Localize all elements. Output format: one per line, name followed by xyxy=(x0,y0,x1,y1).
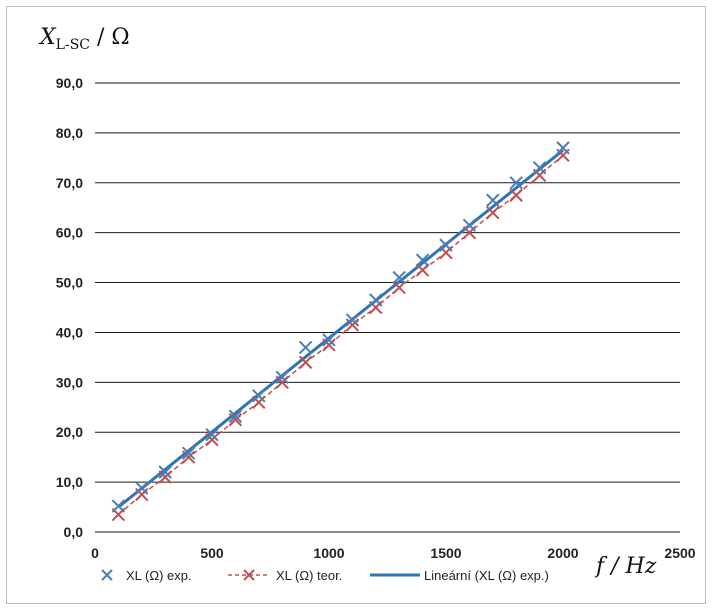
y-tick-label: 0,0 xyxy=(64,524,84,540)
teor-point xyxy=(486,206,500,220)
x-tick-label: 1000 xyxy=(313,545,344,561)
exp-point xyxy=(275,370,289,385)
legend-item-trend: Lineární (XL (Ω) exp.) xyxy=(370,568,549,583)
y-tick-label: 10,0 xyxy=(56,474,83,490)
exp-point xyxy=(298,340,313,355)
exp-point xyxy=(322,333,336,347)
legend-marker-teor xyxy=(243,569,255,581)
exp-point xyxy=(181,446,196,460)
x-axis-ticks: 0 500 1000 1500 2000 2500 xyxy=(91,545,696,561)
exp-point xyxy=(556,141,570,155)
legend-label-teor: XL (Ω) teor. xyxy=(276,568,342,583)
teor-point xyxy=(228,413,243,427)
y-tick-label: 60,0 xyxy=(56,225,83,241)
x-tick-label: 0 xyxy=(91,545,99,561)
exp-point xyxy=(111,499,126,513)
x-tick-label: 500 xyxy=(200,545,224,561)
y-tick-label: 90,0 xyxy=(56,75,83,91)
y-axis-ticks: 0,0 10,0 20,0 30,0 40,0 50,0 60,0 70,0 80,0 90,0 xyxy=(56,75,83,540)
exp-point xyxy=(228,409,243,423)
exp-point xyxy=(439,238,453,252)
y-tick-label: 80,0 xyxy=(56,125,83,141)
exp-point xyxy=(369,293,383,307)
teor-point xyxy=(298,355,313,370)
exp-point xyxy=(205,428,219,442)
teor-point xyxy=(415,263,430,277)
teor-point xyxy=(322,338,336,352)
teor-point xyxy=(345,318,360,332)
series-layer xyxy=(111,141,570,522)
exp-point xyxy=(252,389,266,403)
exp-point xyxy=(462,218,477,232)
exp-point xyxy=(345,313,360,327)
teor-point xyxy=(205,432,219,447)
exp-point xyxy=(135,481,149,495)
x-axis-title: f / Hz xyxy=(594,554,657,579)
legend-item-teor: XL (Ω) teor. xyxy=(228,568,342,583)
y-tick-label: 20,0 xyxy=(56,424,83,440)
exp-point xyxy=(532,161,547,175)
gridlines xyxy=(95,82,680,533)
legend-label-exp: XL (Ω) exp. xyxy=(126,568,192,583)
exp-point xyxy=(392,270,406,285)
teor-point xyxy=(392,280,406,295)
teor-point xyxy=(181,450,196,464)
y-axis-title: XL-SC / Ω xyxy=(38,25,130,53)
y-tick-label: 30,0 xyxy=(56,374,83,390)
exp-point xyxy=(509,176,523,190)
y-tick-label: 70,0 xyxy=(56,175,83,191)
teor-point xyxy=(252,395,266,409)
y-tick-label: 40,0 xyxy=(56,324,83,340)
legend: XL (Ω) exp. XL (Ω) teor. Lineární (XL (Ω… xyxy=(101,568,549,583)
teor-point xyxy=(275,375,289,390)
exp-point xyxy=(415,253,430,267)
legend-label-trend: Lineární (XL (Ω) exp.) xyxy=(424,568,549,583)
x-tick-label: 2500 xyxy=(664,545,695,561)
legend-marker-exp xyxy=(101,569,113,581)
legend-item-exp: XL (Ω) exp. xyxy=(101,568,192,583)
teor-point xyxy=(158,470,172,484)
y-tick-label: 50,0 xyxy=(56,275,83,291)
x-tick-label: 1500 xyxy=(430,545,461,561)
x-tick-label: 2000 xyxy=(547,545,578,561)
exp-point xyxy=(158,465,172,479)
teor-point xyxy=(509,188,523,202)
exp-point xyxy=(486,193,500,207)
teor-point xyxy=(135,487,149,502)
